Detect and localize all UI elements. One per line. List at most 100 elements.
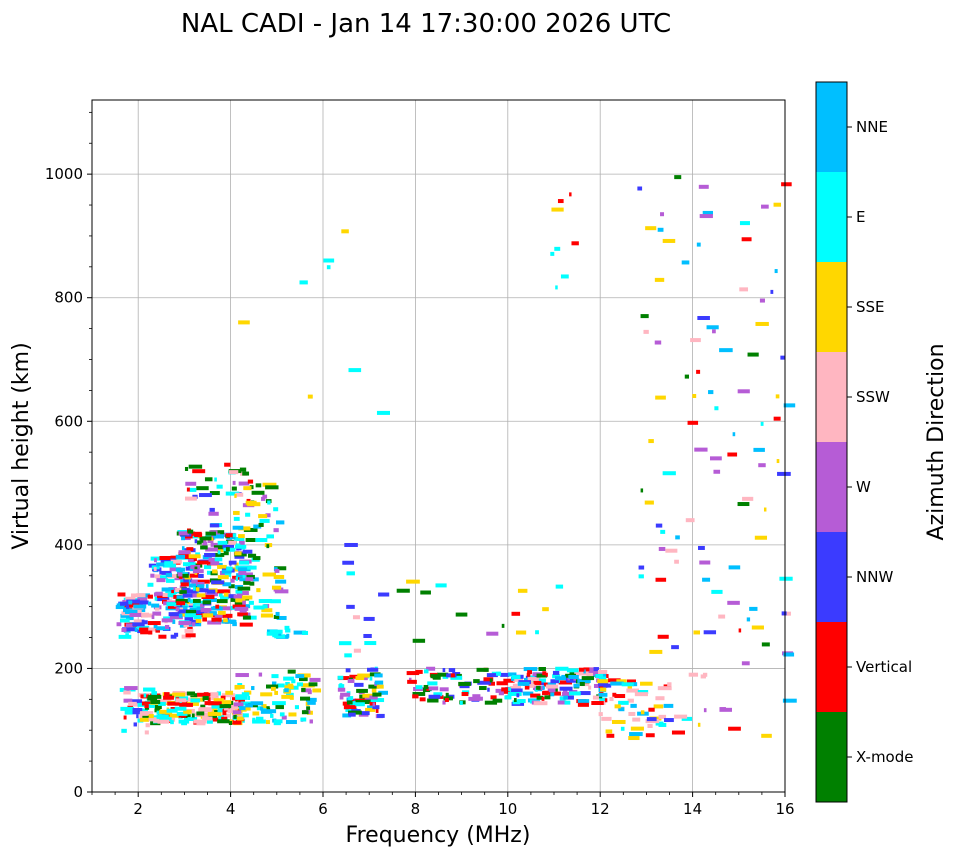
echo-mark (214, 477, 217, 482)
echo-mark (484, 700, 498, 705)
echo-mark (309, 719, 313, 724)
echo-mark (637, 186, 643, 191)
echo-mark (283, 676, 295, 681)
echo-mark (247, 703, 258, 708)
echo-mark (671, 730, 686, 735)
echo-mark (190, 622, 202, 627)
echo-mark (177, 572, 183, 577)
echo-mark (509, 685, 521, 690)
echo-mark (170, 720, 174, 725)
echo-mark (269, 629, 283, 634)
echo-mark (162, 563, 177, 568)
echo-mark (222, 544, 235, 549)
echo-mark (657, 634, 669, 639)
echo-mark (192, 603, 196, 608)
echo-mark (352, 615, 360, 620)
echo-mark (187, 529, 194, 534)
echo-mark (247, 553, 257, 558)
echo-mark (120, 706, 135, 711)
echo-mark (580, 682, 590, 687)
echo-mark (171, 589, 175, 594)
echo-mark (196, 540, 202, 545)
echo-mark (209, 523, 220, 528)
echo-mark (199, 536, 212, 541)
echo-mark (524, 677, 531, 682)
echo-mark (233, 714, 237, 719)
echo-mark (182, 587, 190, 592)
echo-mark (211, 704, 225, 709)
echo-mark (221, 693, 236, 698)
echo-mark (161, 618, 173, 623)
echo-mark (688, 672, 699, 677)
echo-mark (563, 695, 568, 700)
echo-mark (702, 210, 713, 215)
echo-mark (372, 705, 380, 710)
echo-mark (645, 719, 660, 724)
echo-mark (597, 679, 609, 684)
echo-mark (438, 694, 444, 699)
echo-mark (719, 707, 726, 712)
echo-mark (125, 604, 130, 609)
echo-mark (566, 668, 579, 673)
echo-mark (598, 683, 612, 688)
echo-mark (348, 368, 362, 373)
echo-mark (600, 672, 607, 677)
echo-mark (161, 587, 174, 592)
echo-mark (281, 715, 287, 720)
echo-mark (230, 720, 242, 725)
echo-mark (372, 702, 376, 707)
echo-mark (655, 577, 667, 582)
echo-mark (258, 599, 272, 604)
echo-mark (235, 694, 244, 699)
echo-mark (186, 691, 196, 696)
echo-mark (189, 567, 196, 572)
echo-mark (512, 683, 518, 688)
echo-mark (306, 706, 311, 711)
echo-mark (276, 615, 287, 620)
echo-mark (124, 710, 133, 715)
echo-mark (568, 675, 579, 680)
echo-mark (176, 601, 186, 606)
echo-mark (123, 698, 133, 703)
y-tick-label: 0 (73, 783, 83, 801)
echo-mark (638, 574, 644, 579)
echo-mark (194, 533, 203, 538)
echo-mark (140, 630, 153, 635)
echo-mark (228, 721, 233, 726)
echo-mark (732, 432, 736, 437)
echo-mark (238, 570, 247, 575)
echo-mark (121, 628, 127, 633)
echo-mark (781, 182, 792, 187)
echo-mark (728, 726, 741, 731)
echo-mark (353, 698, 356, 703)
echo-mark (542, 607, 549, 612)
echo-mark (235, 543, 241, 548)
echo-mark (175, 696, 189, 701)
echo-mark (207, 539, 214, 544)
echo-mark (232, 533, 237, 538)
echo-mark (217, 575, 229, 580)
echo-mark (150, 573, 155, 578)
echo-mark (658, 722, 667, 727)
echo-mark (205, 584, 209, 589)
echo-mark (353, 648, 361, 653)
echo-mark (234, 601, 243, 606)
echo-mark (178, 550, 191, 555)
echo-mark (226, 566, 233, 571)
echo-mark (245, 703, 253, 708)
echo-mark (554, 246, 561, 251)
echo-mark (773, 416, 781, 421)
echo-mark (233, 702, 244, 707)
echo-mark (197, 692, 211, 697)
echo-mark (201, 594, 215, 599)
echo-mark (188, 583, 200, 588)
echo-mark (591, 701, 604, 706)
echo-mark (709, 456, 722, 461)
echo-mark (368, 684, 380, 689)
echo-mark (203, 598, 217, 603)
echo-mark (137, 597, 148, 602)
echo-mark (657, 227, 664, 232)
echo-mark (186, 487, 191, 492)
echo-mark (536, 685, 541, 690)
echo-mark (354, 682, 364, 687)
